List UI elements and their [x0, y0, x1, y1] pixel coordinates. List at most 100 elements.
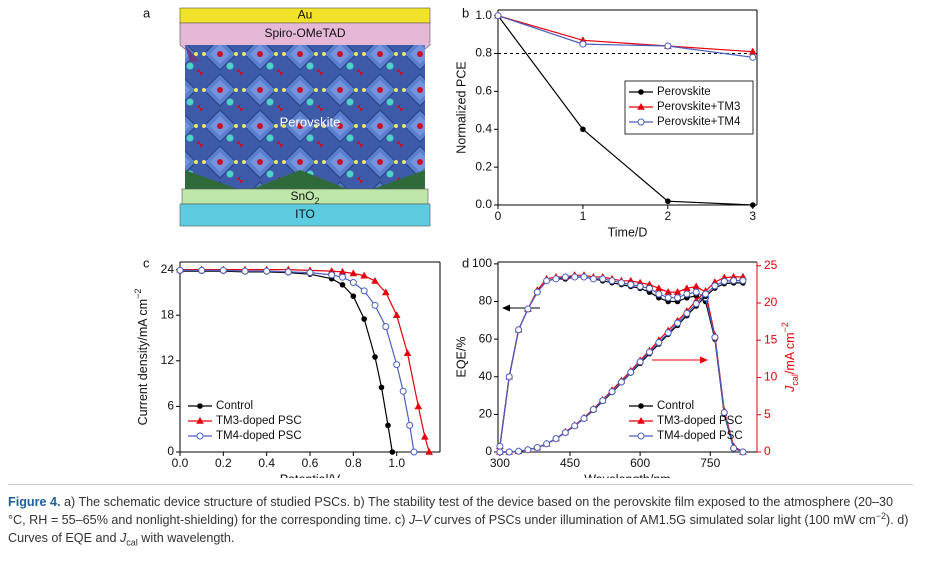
series-line	[497, 15, 753, 53]
marker	[664, 294, 672, 302]
chart: 300 450 600 750 0 20 40 60 80 100 0 5 10 15 20 25 Wavele…	[454, 256, 800, 478]
legend-label: TM4-doped PSC	[216, 430, 302, 442]
marker	[393, 361, 401, 369]
marker	[543, 277, 551, 285]
perovskite-layer	[185, 45, 425, 190]
decor	[185, 170, 240, 190]
x-axis-label: Potential/V	[280, 472, 341, 478]
y-tick-label: 0	[485, 444, 492, 458]
y2-tick-label: 15	[764, 332, 778, 346]
marker	[515, 447, 523, 455]
legend-marker	[196, 417, 204, 424]
y2-tick-label: 10	[764, 370, 778, 384]
x-tick-label: 750	[700, 456, 720, 470]
y-tick-label: 40	[479, 369, 493, 383]
marker	[533, 444, 541, 452]
marker	[515, 326, 523, 334]
x-tick-label: 0.6	[302, 456, 319, 470]
marker	[414, 402, 423, 410]
marker	[664, 329, 672, 337]
marker	[198, 266, 206, 274]
caption-part: cal	[126, 537, 138, 548]
y2-axis-label: Jcal/mA cm−2	[780, 322, 800, 393]
caption-part: with wavelength.	[137, 531, 235, 545]
legend-label: TM4-doped PSC	[657, 430, 743, 442]
series-line	[180, 269, 430, 453]
marker	[571, 422, 579, 430]
marker	[399, 387, 407, 395]
marker	[599, 275, 607, 283]
y2-tick-label: 5	[764, 407, 771, 421]
marker	[645, 284, 653, 292]
caption-part: curves of PSCs under illumination of AM1…	[430, 513, 876, 527]
ito-layer	[179, 203, 431, 227]
panel-label: d	[462, 255, 469, 270]
marker	[176, 266, 184, 274]
y-tick-label: 100	[472, 256, 492, 270]
y-tick-label: 60	[479, 331, 493, 345]
x-axis-label: Wavelength/nm	[584, 472, 670, 478]
marker	[241, 267, 249, 275]
text-part: 2	[315, 196, 320, 206]
legend-marker	[638, 89, 644, 95]
y-tick-label: 1.0	[475, 8, 492, 22]
marker	[371, 277, 379, 284]
legend-marker	[637, 103, 645, 110]
marker	[524, 305, 532, 313]
y-tick-label: 0.4	[475, 121, 492, 135]
marker	[636, 358, 644, 366]
marker	[219, 266, 227, 274]
marker	[349, 269, 358, 277]
marker	[645, 348, 653, 356]
chart: 0 1 2 3 0.0 0.2 0.4 0.6 0.8 1.0 Time/D Normalized P…	[454, 8, 758, 239]
marker	[263, 267, 271, 275]
marker	[389, 449, 396, 455]
marker	[636, 282, 644, 290]
y-tick-label: 20	[479, 407, 493, 421]
y-tick-label: 6	[167, 399, 174, 413]
marker	[552, 275, 560, 283]
marker	[360, 287, 368, 295]
marker	[579, 40, 587, 48]
x-axis-label: Time/D	[608, 225, 648, 239]
marker	[589, 275, 597, 283]
marker	[284, 268, 292, 276]
text-part: SnO	[290, 189, 314, 203]
marker	[702, 290, 710, 298]
text-part: /mA cm	[783, 332, 797, 374]
legend-marker	[197, 403, 203, 409]
marker	[533, 288, 541, 296]
marker	[382, 323, 390, 331]
arrows	[502, 304, 708, 364]
legend-label: Control	[216, 400, 253, 412]
marker	[664, 42, 672, 50]
y-tick-label: 0.2	[475, 159, 492, 173]
x-tick-label: 450	[560, 456, 580, 470]
text-part: −2	[780, 322, 790, 332]
x-tick-label: 600	[630, 456, 650, 470]
text-part: −2	[133, 289, 143, 299]
marker	[552, 435, 560, 443]
x-tick-label: 3	[749, 209, 756, 223]
x-tick-label: 0.8	[345, 456, 362, 470]
layer-label: Perovskite	[280, 114, 341, 129]
y-tick-label: 0.6	[475, 84, 492, 98]
marker	[665, 198, 671, 205]
legend-label: Perovskite+TM3	[657, 101, 740, 113]
figure: Au Spiro-OMeTAD Perovskite SnO2 ITO a b …	[133, 5, 800, 478]
marker	[339, 282, 346, 288]
marker	[617, 279, 625, 287]
marker	[580, 414, 588, 422]
marker	[360, 271, 368, 279]
legend-label: TM3-doped PSC	[216, 415, 302, 427]
x-tick-label: 1	[580, 209, 587, 223]
caption-part: J	[120, 531, 127, 545]
marker	[599, 397, 607, 405]
layer-label: Spiro-OMeTAD	[264, 26, 345, 40]
panel-label: c	[143, 255, 150, 270]
marker	[406, 421, 414, 429]
marker	[655, 284, 663, 292]
marker	[692, 288, 700, 296]
marker	[655, 338, 663, 346]
